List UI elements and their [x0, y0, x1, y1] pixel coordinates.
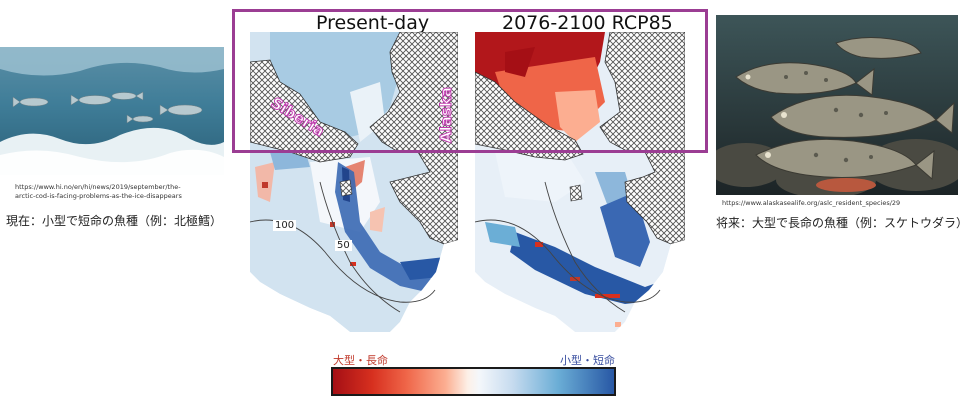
caption-future: 将来：大型で長命の魚種（例：スケトウダラ）: [716, 216, 960, 230]
map-title-future: 2076-2100 RCP85: [502, 12, 673, 34]
colorbar: [331, 367, 616, 396]
map-title-present: Present-day: [316, 12, 430, 34]
map-present: [249, 31, 459, 350]
colorbar-label-small: 小型・短命: [560, 354, 615, 367]
contour-label-100: 100: [273, 220, 297, 231]
label-alaska: Alaska: [436, 87, 455, 144]
source-url-right[interactable]: https://www.alaskasealife.org/aslc_resid…: [722, 199, 901, 207]
arctic-cod-photo: [0, 47, 224, 175]
pacific-cod-photo: [716, 15, 958, 195]
map-future: [474, 31, 686, 350]
contour-label-50: 50: [335, 240, 352, 251]
source-url-left[interactable]: https://www.hi.no/en/hi/news/2019/septem…: [15, 183, 225, 201]
arctic-highlight-frame: [232, 9, 708, 153]
source-url-left-line1[interactable]: https://www.hi.no/en/hi/news/2019/septem…: [15, 183, 181, 191]
source-url-left-line2[interactable]: arctic-cod-is-facing-problems-as-the-ice…: [15, 192, 182, 200]
caption-present: 現在：小型で短命の魚種（例：北極鱈）: [6, 214, 223, 228]
colorbar-label-large: 大型・長命: [333, 354, 388, 367]
